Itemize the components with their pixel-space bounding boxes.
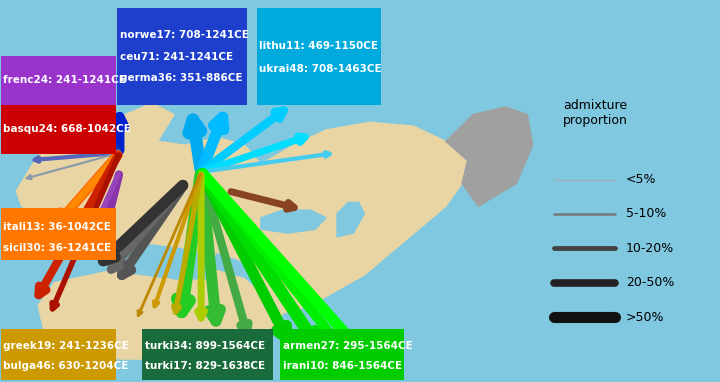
Polygon shape bbox=[217, 122, 467, 313]
FancyBboxPatch shape bbox=[1, 329, 116, 380]
Text: admixture
proportion: admixture proportion bbox=[563, 99, 628, 127]
Text: >50%: >50% bbox=[626, 311, 665, 324]
Text: irani10: 846-1564CE: irani10: 846-1564CE bbox=[283, 361, 402, 371]
Polygon shape bbox=[446, 107, 533, 206]
Text: <5%: <5% bbox=[626, 173, 657, 186]
Text: germa36: 351-886CE: germa36: 351-886CE bbox=[120, 73, 242, 83]
Polygon shape bbox=[120, 244, 217, 279]
Text: itali13: 36-1042CE: itali13: 36-1042CE bbox=[3, 222, 111, 232]
FancyBboxPatch shape bbox=[281, 329, 405, 380]
Text: ukrai48: 708-1463CE: ukrai48: 708-1463CE bbox=[259, 64, 382, 74]
Polygon shape bbox=[17, 96, 272, 279]
Text: frenc24: 241-1241CE: frenc24: 241-1241CE bbox=[3, 75, 125, 85]
Text: armen27: 295-1564CE: armen27: 295-1564CE bbox=[283, 341, 413, 351]
FancyBboxPatch shape bbox=[1, 105, 116, 154]
FancyBboxPatch shape bbox=[1, 56, 116, 105]
Text: bulga46: 630-1204CE: bulga46: 630-1204CE bbox=[3, 361, 128, 371]
Polygon shape bbox=[337, 202, 364, 237]
Polygon shape bbox=[38, 267, 283, 359]
Text: ceu71: 241-1241CE: ceu71: 241-1241CE bbox=[120, 52, 233, 62]
Text: turki34: 899-1564CE: turki34: 899-1564CE bbox=[145, 341, 265, 351]
Text: 10-20%: 10-20% bbox=[626, 242, 674, 255]
Text: sicil30: 36-1241CE: sicil30: 36-1241CE bbox=[3, 243, 111, 253]
Text: turki17: 829-1638CE: turki17: 829-1638CE bbox=[145, 361, 265, 371]
Text: 20-50%: 20-50% bbox=[626, 276, 675, 289]
FancyBboxPatch shape bbox=[1, 208, 116, 260]
Text: 5-10%: 5-10% bbox=[626, 207, 666, 220]
Text: basqu24: 668-1042CE: basqu24: 668-1042CE bbox=[3, 125, 130, 134]
Polygon shape bbox=[261, 210, 326, 233]
Text: lithu11: 469-1150CE: lithu11: 469-1150CE bbox=[259, 41, 378, 51]
FancyBboxPatch shape bbox=[256, 8, 380, 105]
FancyBboxPatch shape bbox=[143, 329, 273, 380]
Text: greek19: 241-1236CE: greek19: 241-1236CE bbox=[3, 341, 129, 351]
Text: norwe17: 708-1241CE: norwe17: 708-1241CE bbox=[120, 30, 248, 40]
FancyBboxPatch shape bbox=[117, 8, 248, 105]
